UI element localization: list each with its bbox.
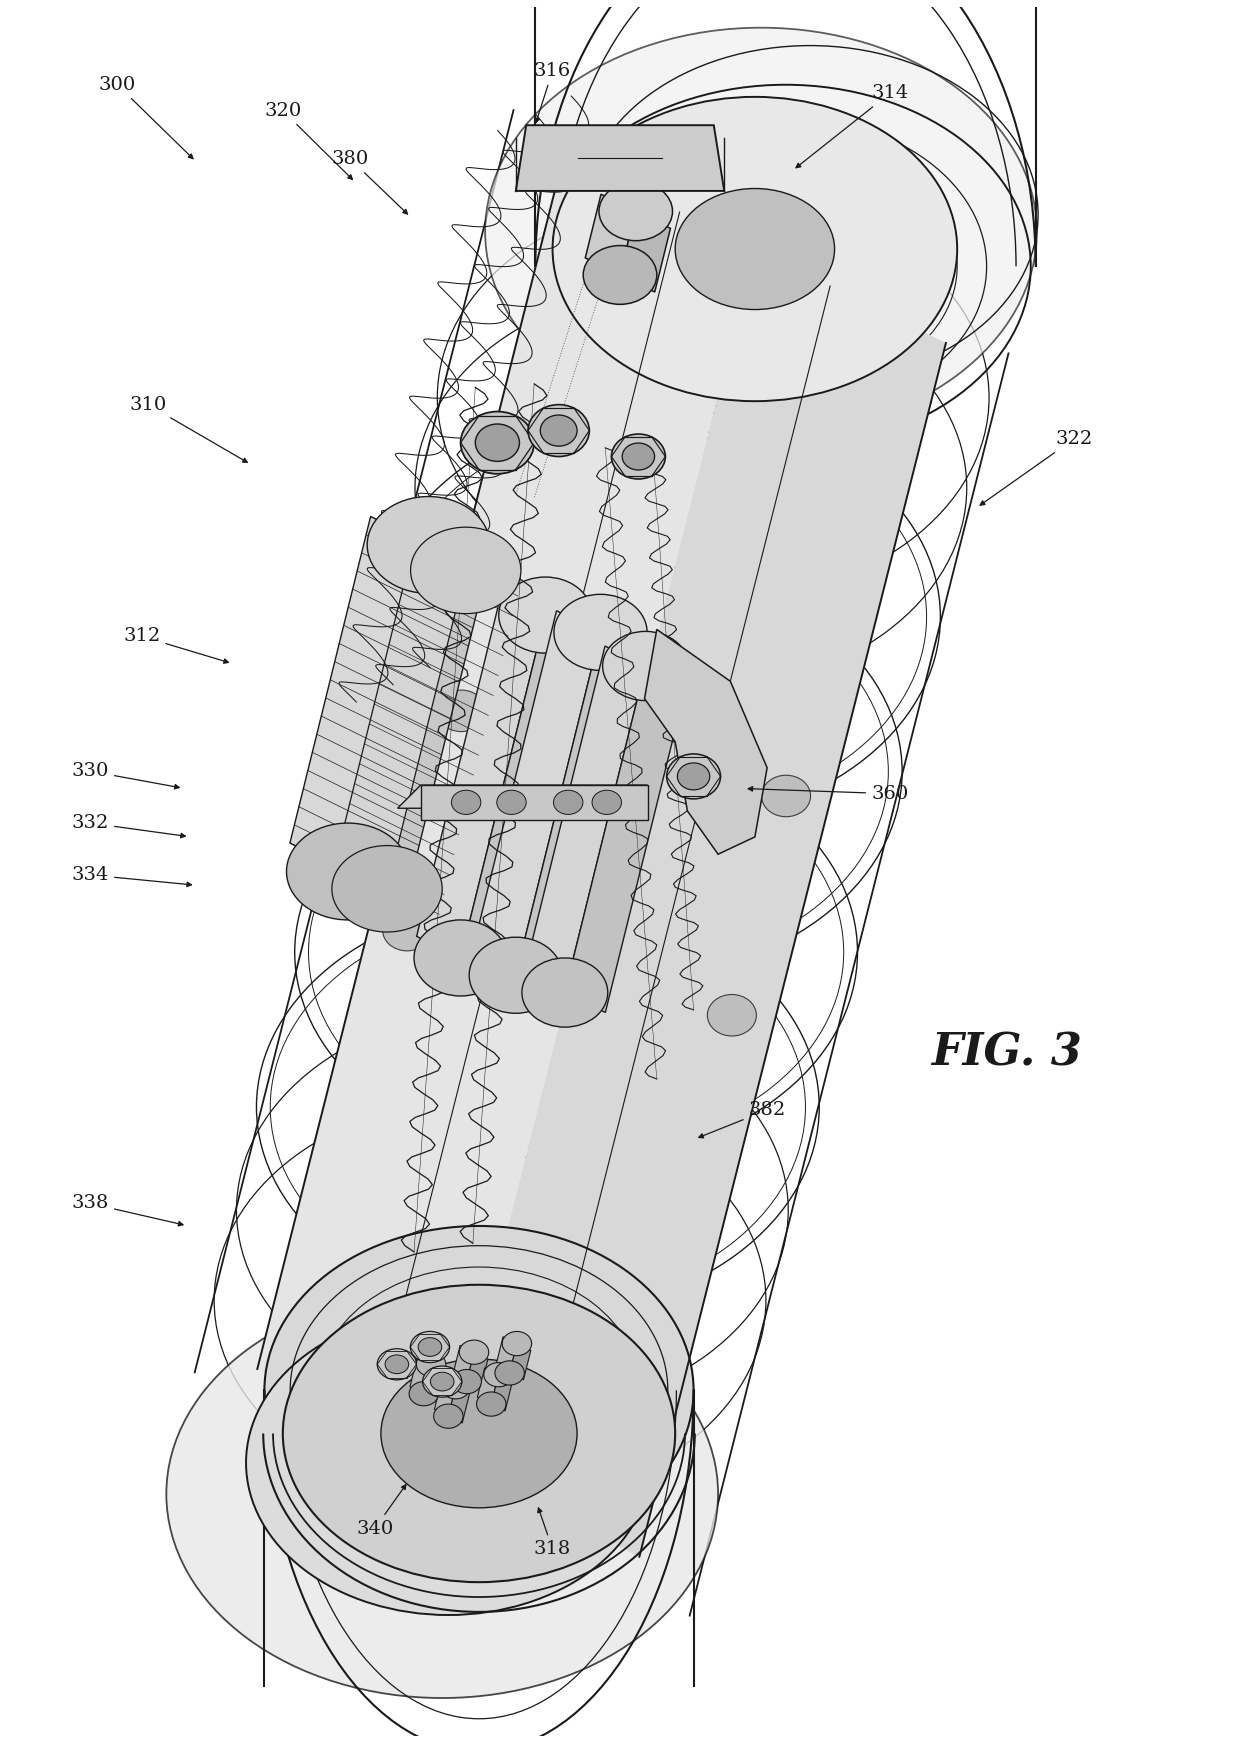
Ellipse shape [410,526,521,614]
Text: 332: 332 [72,814,185,838]
Text: 334: 334 [72,866,191,887]
Ellipse shape [409,1382,439,1407]
Polygon shape [424,1365,445,1401]
Ellipse shape [591,790,621,814]
Text: 330: 330 [72,762,180,790]
Ellipse shape [386,1354,409,1373]
Polygon shape [420,784,647,819]
Ellipse shape [332,845,443,933]
Ellipse shape [484,1363,513,1387]
Text: 338: 338 [72,1194,184,1225]
Ellipse shape [528,404,589,457]
Text: 320: 320 [264,101,352,180]
Ellipse shape [460,411,534,474]
Polygon shape [466,1353,487,1389]
Polygon shape [347,546,486,899]
Ellipse shape [246,1311,651,1616]
Polygon shape [258,155,755,1462]
Polygon shape [516,633,645,997]
Text: 316: 316 [534,63,572,122]
Polygon shape [491,1375,512,1410]
Ellipse shape [367,497,490,593]
Polygon shape [410,1358,432,1394]
Text: 300: 300 [99,75,193,159]
Ellipse shape [286,823,409,920]
Text: 360: 360 [748,784,909,804]
Polygon shape [460,615,589,980]
Ellipse shape [418,1337,441,1356]
Ellipse shape [383,910,432,952]
Ellipse shape [599,181,672,241]
Ellipse shape [485,28,1037,436]
Ellipse shape [475,424,520,462]
Ellipse shape [622,443,655,471]
Polygon shape [525,647,646,992]
Ellipse shape [603,631,688,701]
Ellipse shape [381,1360,577,1508]
Ellipse shape [476,1393,506,1415]
Ellipse shape [283,1285,675,1583]
Text: 310: 310 [129,396,247,462]
Ellipse shape [583,246,657,305]
Ellipse shape [368,1403,528,1523]
Polygon shape [585,193,636,275]
Ellipse shape [553,98,957,401]
Polygon shape [290,516,429,872]
Ellipse shape [554,594,647,671]
Ellipse shape [441,1375,470,1400]
Ellipse shape [377,1349,417,1380]
Text: 322: 322 [980,431,1092,505]
Ellipse shape [459,1340,489,1365]
Polygon shape [449,1387,470,1422]
Text: 382: 382 [698,1102,786,1138]
Text: 314: 314 [796,84,909,167]
Polygon shape [471,610,600,976]
Ellipse shape [498,577,591,654]
Text: 380: 380 [331,150,408,214]
Text: FIG. 3: FIG. 3 [931,1032,1081,1074]
Polygon shape [453,1346,474,1382]
Polygon shape [335,546,466,889]
Ellipse shape [423,1367,461,1398]
Ellipse shape [675,188,835,310]
Ellipse shape [264,1225,693,1555]
Ellipse shape [166,1290,718,1698]
Polygon shape [434,1380,455,1415]
Ellipse shape [497,790,526,814]
Ellipse shape [541,415,577,446]
Ellipse shape [522,959,608,1027]
Ellipse shape [469,938,563,1013]
Polygon shape [449,249,946,1556]
Polygon shape [477,1368,498,1405]
Ellipse shape [495,1361,525,1386]
Ellipse shape [436,690,486,732]
Ellipse shape [414,920,507,995]
Ellipse shape [707,995,756,1035]
Ellipse shape [667,755,720,798]
Text: 340: 340 [356,1485,405,1537]
Polygon shape [620,211,671,293]
Polygon shape [565,666,686,1013]
Ellipse shape [553,790,583,814]
Ellipse shape [434,1405,463,1428]
Polygon shape [417,593,546,959]
Ellipse shape [451,790,481,814]
Ellipse shape [677,763,709,790]
Text: 318: 318 [534,1508,572,1558]
Text: 312: 312 [123,627,228,664]
Polygon shape [510,1344,531,1380]
Ellipse shape [417,1353,446,1377]
Polygon shape [398,784,647,809]
Ellipse shape [430,1372,454,1391]
Ellipse shape [502,1332,532,1356]
Polygon shape [516,125,724,192]
Ellipse shape [761,776,811,817]
Ellipse shape [453,1370,481,1394]
Ellipse shape [410,1332,450,1363]
Polygon shape [496,1337,517,1373]
Polygon shape [645,629,768,854]
Ellipse shape [611,434,666,479]
